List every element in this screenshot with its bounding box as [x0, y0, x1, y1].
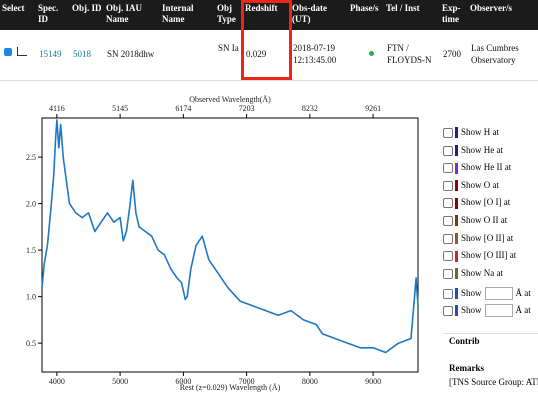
option-label: Show O at: [461, 179, 499, 190]
top-tick-label: 5145: [112, 104, 128, 113]
select-checkbox[interactable]: [4, 48, 12, 56]
spectrum-line: [41, 119, 419, 354]
header-cell: Obj Type: [215, 0, 243, 30]
line-option[interactable]: Show He at: [443, 144, 503, 157]
option-label: Show [O II] at: [461, 232, 514, 243]
spectrum-plot: Observed Wavelength(Å) Rest (z=0.029) Wa…: [26, 95, 419, 392]
header-cell: Observer/s: [468, 0, 538, 30]
phase-icon: [369, 51, 374, 56]
cell-redshift: 0.029: [246, 49, 267, 59]
top-tick-label: 9261: [365, 104, 381, 113]
header-cell: Tel / Inst: [384, 0, 440, 30]
line-option[interactable]: Show [O I] at: [443, 196, 511, 209]
cell-tel-inst: FTN / FLOYDS-N: [387, 43, 432, 65]
top-tick-label: 6174: [175, 104, 191, 113]
header-cell: Obs-date (UT): [290, 0, 348, 30]
line-option[interactable]: Show O II at: [443, 214, 508, 227]
y-tick-label: 2.0: [26, 200, 36, 209]
option-label: Show He II at: [461, 162, 512, 173]
header-cell: Redshift: [243, 0, 290, 30]
chart-icon[interactable]: [17, 47, 27, 56]
plot-frame: [41, 117, 419, 373]
y-tick-label: 2.5: [26, 153, 36, 162]
cell-obj-type: SN Ia: [218, 43, 239, 53]
line-option[interactable]: Show [O III] at: [443, 249, 517, 262]
row-border: [0, 80, 538, 81]
y-tick-label: 0.5: [26, 339, 36, 348]
option-label: Show He at: [461, 144, 503, 155]
custom-line[interactable]: Show Å at: [443, 304, 531, 318]
option-label: Show O II at: [461, 215, 508, 225]
line-option[interactable]: Show He II at: [443, 161, 512, 174]
wavelength-input[interactable]: [484, 287, 513, 301]
top-tick-label: 8232: [302, 104, 318, 113]
top-tick-label: 7203: [239, 104, 255, 113]
header-cell: Obj. IAU Name: [104, 0, 160, 30]
cell-exp-time: 2700: [443, 49, 461, 59]
header-cell: Phase/s: [348, 0, 384, 30]
line-option[interactable]: Show [O II] at: [443, 232, 514, 245]
option-label: Show [O III] at: [461, 250, 517, 261]
x-tick-label: 7000: [239, 377, 255, 386]
cell-obs-date: 2018-07-19 12:13:45.00: [293, 43, 337, 65]
option-label: Show [O I] at: [461, 197, 511, 208]
remarks-text: [TNS Source Group: ATL: [449, 377, 538, 387]
cell-observers: Las Cumbres Observatory: [471, 43, 519, 65]
x-tick-label: 9000: [365, 377, 381, 386]
line-option[interactable]: Show O at: [443, 179, 499, 192]
cell-spec-id[interactable]: 15149: [39, 49, 62, 59]
custom-line[interactable]: Show Å at: [443, 287, 531, 301]
y-tick-label: 1.5: [26, 246, 36, 255]
wavelength-input[interactable]: [484, 304, 513, 318]
x-tick-label: 6000: [175, 377, 191, 386]
cell-obj-id[interactable]: 5018: [73, 49, 91, 59]
custom-unit: Å at: [515, 305, 531, 315]
x-tick-label: 4000: [49, 377, 65, 386]
custom-label: Show: [461, 305, 482, 315]
option-label: Show Na at: [461, 267, 503, 278]
custom-unit: Å at: [515, 288, 531, 298]
x-tick-label: 5000: [112, 377, 128, 386]
x-axis-title: Rest (z=0.029) Wavelength (Å): [180, 383, 281, 392]
contrib-label: Contrib: [449, 336, 480, 346]
option-label: Show H at: [461, 127, 499, 137]
top-axis-title: Observed Wavelength(Å): [189, 95, 271, 104]
x-tick-label: 8000: [302, 377, 318, 386]
cell-iau-name: SN 2018dhw: [107, 49, 155, 59]
custom-label: Show: [461, 288, 482, 298]
line-option[interactable]: Show Na at: [443, 267, 503, 280]
header-cell: Internal Name: [160, 0, 215, 30]
remarks-title: Remarks: [449, 363, 484, 373]
redshift-highlight: [241, 0, 292, 80]
divider: [443, 333, 538, 334]
header-cell: Spec. ID: [36, 0, 70, 30]
y-tick-label: 1.0: [26, 293, 36, 302]
header-cell: Select: [0, 0, 36, 30]
top-tick-label: 4116: [49, 104, 65, 113]
header-cell: Obj. ID: [70, 0, 104, 30]
line-option[interactable]: Show H at: [443, 126, 499, 139]
header-cell: Exp-time: [440, 0, 468, 30]
